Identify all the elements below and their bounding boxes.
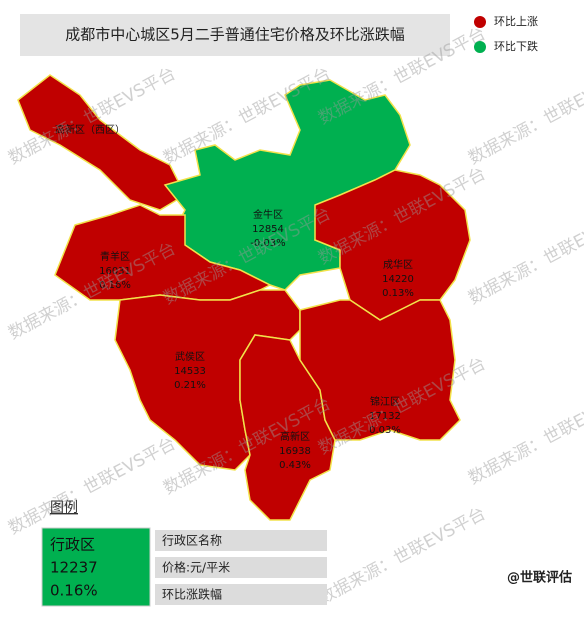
district-price: 16031	[99, 266, 131, 277]
watermark: 数据来源：世联EVS平台	[465, 204, 584, 309]
watermark: 数据来源：世联EVS平台	[315, 504, 489, 609]
key-title: 图例	[50, 500, 78, 516]
key-sample-change: 0.16%	[50, 582, 98, 600]
district-name: 高新区（西区）	[55, 123, 125, 136]
key-sample-name: 行政区	[50, 536, 95, 554]
legend-dot	[474, 41, 486, 53]
key-label-box	[155, 584, 327, 605]
legend-dot	[474, 16, 486, 28]
district-name: 武侯区	[175, 350, 205, 363]
key-label-box	[155, 557, 327, 578]
district-change: 0.21%	[174, 380, 206, 391]
title-box	[20, 14, 450, 56]
district-name: 青羊区	[100, 250, 130, 263]
legend-label: 环比上涨	[494, 15, 538, 28]
key-sample	[41, 527, 151, 607]
watermark: 数据来源：世联EVS平台	[5, 434, 179, 539]
district-labels: 高新区（西区） 金牛区 12854 -0.03% 成华区 14220 0.13% 青羊区 160…	[55, 123, 414, 471]
legend-label: 环比下跌	[494, 39, 538, 53]
district-shape	[299, 299, 461, 441]
watermark: 数据来源：世联EVS平台	[465, 384, 584, 489]
title: 成都市中心城区5月二手普通住宅价格及环比涨跌幅	[65, 26, 405, 44]
district-price: 17132	[369, 411, 401, 422]
districts	[17, 74, 471, 521]
district-name: 锦江区	[370, 395, 400, 408]
key-label: 价格:元/平米	[162, 560, 230, 575]
district-price: 16938	[279, 446, 311, 457]
key-label: 环比涨跌幅	[162, 587, 222, 602]
district-name: 成华区	[383, 258, 413, 271]
key-label: 行政区名称	[162, 533, 222, 548]
key-sample-price: 12237	[50, 559, 98, 577]
district-change: 0.16%	[99, 280, 131, 291]
district-change: -0.03%	[250, 238, 285, 249]
watermark: 数据来源：世联EVS平台	[465, 64, 584, 169]
district-shape	[54, 204, 272, 301]
credit: @世联评估	[507, 570, 572, 586]
district-price: 14220	[382, 274, 414, 285]
district-name: 金牛区	[253, 208, 283, 221]
key-label-box	[155, 530, 327, 551]
district-shape	[314, 169, 471, 321]
district-change: 0.43%	[279, 460, 311, 471]
district-change: 0.03%	[369, 425, 401, 436]
district-price: 12854	[252, 224, 284, 235]
district-price: 14533	[174, 366, 206, 377]
district-change: 0.13%	[382, 288, 414, 299]
district-name: 高新区	[280, 430, 310, 443]
